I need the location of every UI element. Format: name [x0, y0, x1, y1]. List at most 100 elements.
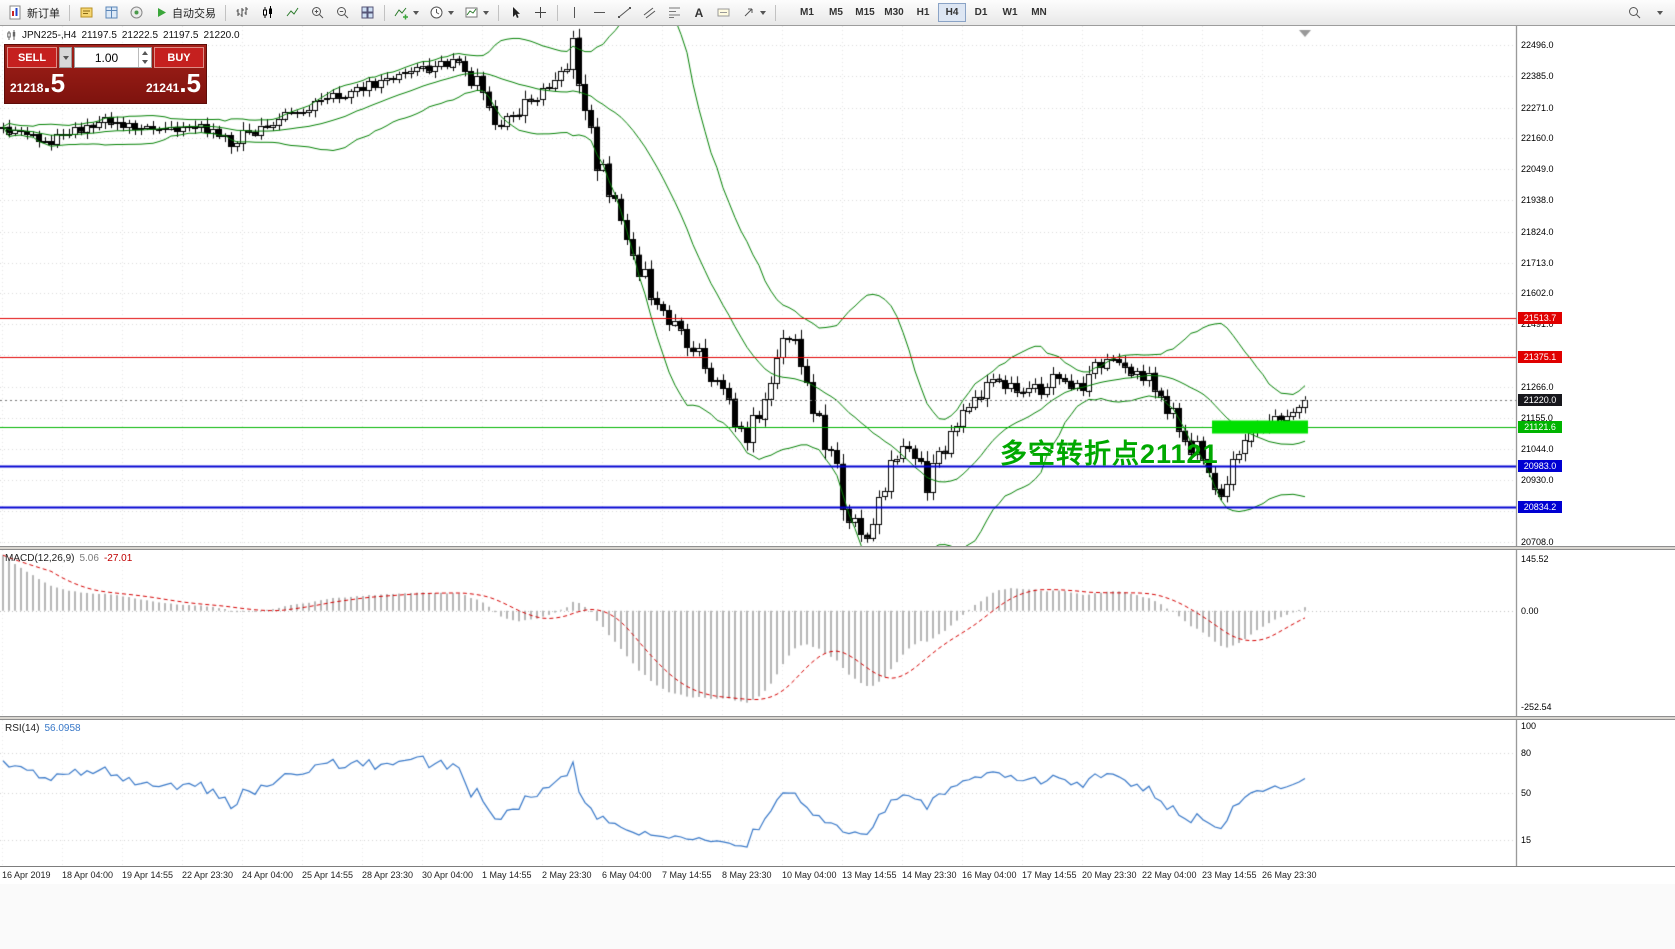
- arrows-button[interactable]: [737, 3, 770, 23]
- buy-price: 21241.5: [146, 70, 201, 96]
- date-label: 7 May 14:55: [662, 870, 712, 880]
- cursor-button[interactable]: [504, 3, 527, 23]
- channel-button[interactable]: [638, 3, 661, 23]
- sell-price: 21218.5: [10, 70, 65, 96]
- zoom-in-button[interactable]: [306, 3, 329, 23]
- data-window-icon: [105, 6, 118, 19]
- price-line-tag[interactable]: 21121.6: [1518, 421, 1562, 433]
- tile-windows-button[interactable]: [356, 3, 379, 23]
- rsi-canvas[interactable]: [0, 720, 1675, 866]
- toolbar-separator: [69, 4, 70, 21]
- fibonacci-button[interactable]: [663, 3, 686, 23]
- rsi-name: RSI(14): [5, 723, 40, 734]
- search-button[interactable]: [1623, 3, 1646, 23]
- price-tick-label: 21491.0: [1521, 319, 1554, 329]
- toolbar-separator: [384, 4, 385, 21]
- date-label: 1 May 14:55: [482, 870, 532, 880]
- date-label: 25 Apr 14:55: [302, 870, 354, 880]
- price-line-tag[interactable]: 20983.0: [1518, 460, 1562, 472]
- buy-price-main: 21241: [145, 81, 180, 95]
- new-order-button[interactable]: 新订单: [5, 3, 64, 23]
- date-label: 8 May 23:30: [722, 870, 772, 880]
- date-label: 16 Apr 2019: [2, 870, 51, 880]
- indicators-button[interactable]: [390, 3, 423, 23]
- timeframe-button-h1[interactable]: H1: [909, 3, 937, 22]
- buy-price-big: .5: [179, 68, 201, 98]
- sell-price-big: .5: [43, 68, 66, 98]
- price-line-tag[interactable]: 21375.1: [1518, 351, 1562, 363]
- auto-trading-label: 自动交易: [172, 7, 216, 20]
- price-line-tag[interactable]: 20834.2: [1518, 501, 1562, 513]
- zoom-out-button[interactable]: [331, 3, 354, 23]
- sell-button[interactable]: SELL: [7, 47, 57, 68]
- timeframe-button-d1[interactable]: D1: [967, 3, 995, 22]
- volume-increase-button[interactable]: [139, 48, 151, 58]
- timeframe-button-m5[interactable]: M5: [822, 3, 850, 22]
- price-chart-canvas[interactable]: [0, 26, 1675, 546]
- macd-label: MACD(12,26,9) 5.06 -27.01: [5, 553, 132, 564]
- date-axis[interactable]: 16 Apr 2019 18 Apr 04:00 19 Apr 14:55 22 Ap…: [0, 866, 1675, 884]
- cursor-icon: [513, 7, 520, 18]
- tile-windows-icon: [361, 6, 374, 19]
- fibonacci-icon: [669, 7, 680, 18]
- crosshair-button[interactable]: [529, 3, 552, 23]
- toolbar-separator: [225, 4, 226, 21]
- text-button[interactable]: A: [688, 3, 710, 23]
- timeframe-button-mn[interactable]: MN: [1025, 3, 1053, 22]
- data-window-button[interactable]: [100, 3, 123, 23]
- timeframe-button-w1[interactable]: W1: [996, 3, 1024, 22]
- auto-trading-button[interactable]: 自动交易: [150, 3, 220, 23]
- price-tick-label: 21713.0: [1521, 258, 1554, 268]
- toolbar: 新订单 自动交易: [0, 0, 1675, 26]
- text-label-button[interactable]: [712, 3, 735, 23]
- candlestick-chart-button[interactable]: [256, 3, 279, 23]
- chevron-down-icon: [1656, 10, 1663, 15]
- horizontal-line-button[interactable]: [588, 3, 611, 23]
- date-label: 14 May 23:30: [902, 870, 957, 880]
- buy-button[interactable]: BUY: [154, 47, 204, 68]
- sell-price-main: 21218: [10, 81, 44, 95]
- date-label: 16 May 04:00: [962, 870, 1017, 880]
- macd-name: MACD(12,26,9): [5, 553, 75, 564]
- trendline-button[interactable]: [613, 3, 636, 23]
- ohlc-open: 21197.5: [81, 30, 117, 41]
- ohlc-high: 21222.5: [121, 30, 159, 41]
- templates-button[interactable]: [460, 3, 493, 23]
- trendline-icon: [618, 7, 631, 18]
- rsi-scale-label: 15: [1521, 835, 1532, 845]
- auto-trading-icon: [158, 8, 166, 17]
- price-tick-label: 22385.0: [1521, 71, 1554, 81]
- navigator-button[interactable]: [125, 3, 148, 23]
- metaeditor-button[interactable]: [75, 3, 98, 23]
- volume-stepper: [138, 48, 151, 67]
- chart-annotation-text: 多空转折点21121: [1000, 439, 1219, 469]
- timeframe-button-m1[interactable]: M1: [793, 3, 821, 22]
- line-chart-icon: [286, 7, 299, 17]
- timeframe-button-h4[interactable]: H4: [938, 3, 966, 22]
- macd-canvas[interactable]: [0, 550, 1675, 716]
- panel-splitter[interactable]: [0, 716, 1675, 720]
- text-icon: A: [694, 5, 704, 20]
- bar-chart-icon: [236, 7, 248, 17]
- macd-scale-max: 145.52: [1521, 554, 1549, 564]
- arrow-object-icon: [744, 8, 753, 17]
- vertical-line-button[interactable]: [563, 3, 586, 23]
- periods-button[interactable]: [425, 3, 458, 23]
- date-label: 13 May 14:55: [842, 870, 897, 880]
- timeframe-button-m30[interactable]: M30: [880, 3, 908, 22]
- bar-chart-button[interactable]: [231, 3, 254, 23]
- price-tick-label: 21824.0: [1521, 227, 1554, 237]
- volume-input[interactable]: [75, 48, 138, 67]
- toolbar-overflow-button[interactable]: [1648, 3, 1670, 23]
- timeframe-button-m15[interactable]: M15: [851, 3, 879, 22]
- zoom-out-icon: [337, 7, 349, 19]
- volume-decrease-button[interactable]: [139, 58, 151, 68]
- vertical-line-icon: [574, 7, 575, 18]
- panel-splitter[interactable]: [0, 546, 1675, 550]
- price-line-tag[interactable]: 21513.7: [1518, 312, 1562, 324]
- one-click-trading-panel: SELL BUY 21218.5 21241.5: [4, 44, 207, 104]
- line-chart-button[interactable]: [281, 3, 304, 23]
- dropdown-caret-icon: [760, 10, 766, 15]
- volume-preset-dropdown[interactable]: [59, 47, 72, 68]
